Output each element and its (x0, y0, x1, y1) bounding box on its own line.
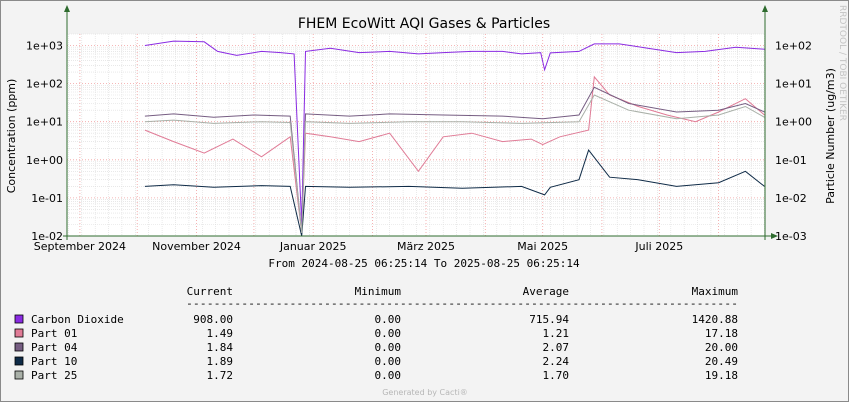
legend-value-current: 1.72 (207, 369, 234, 382)
legend-value-maximum: 19.18 (705, 369, 738, 382)
legend-value-average: 2.24 (543, 355, 570, 368)
y-axis-left-arrow (64, 5, 70, 12)
legend-row: Part 25 1.72 0.00 1.70 19.18 (14, 369, 738, 382)
legend-value-current: 908.00 (193, 313, 233, 326)
legend-value-current: 1.89 (207, 355, 234, 368)
legend-swatch (14, 314, 24, 324)
x-tick-label: September 2024 (34, 240, 126, 253)
legend-value-minimum: 0.00 (375, 355, 402, 368)
series-line-part-25 (144, 94, 765, 234)
series-line-part-10 (144, 149, 765, 237)
y-tick-label-right: 1e+00 (775, 116, 812, 129)
legend-swatch (14, 356, 24, 366)
legend-row: Part 01 1.49 0.00 1.21 17.18 (14, 327, 738, 340)
legend-value-maximum: 17.18 (705, 327, 738, 340)
legend-value-average: 2.07 (543, 341, 570, 354)
legend-row: Part 10 1.89 0.00 2.24 20.49 (14, 355, 738, 368)
legend-rows: Carbon Dioxide 908.00 0.00 715.94 1420.88Par… (14, 313, 738, 382)
y-axis-label-right: Particle Number (ug/m3) (824, 68, 837, 204)
y-axis-label-left: Concentration (ppm) (5, 79, 18, 194)
legend-value-minimum: 0.00 (375, 369, 402, 382)
x-tick-label: Januar 2025 (279, 240, 347, 253)
x-tick-label: Juli 2025 (634, 240, 683, 253)
y-tick-label-left: 1e+01 (26, 116, 63, 129)
legend-value-average: 1.70 (543, 369, 570, 382)
tick-labels: 1e+03 1e+02 1e+02 1e+01 1e+01 1e+00 1e+00 1e-01… (26, 40, 812, 254)
legend-swatch (14, 370, 24, 380)
legend-value-average: 715.94 (529, 313, 569, 326)
plot-canvas (67, 34, 765, 236)
legend-value-minimum: 0.00 (375, 327, 402, 340)
series-line-part-04 (144, 86, 765, 234)
y-tick-label-left: 1e+02 (26, 78, 63, 91)
legend-swatch (14, 328, 24, 338)
legend-header-minimum: Minimum (355, 285, 402, 298)
rrdtool-watermark: RRDTOOL / TOBI OETIKER (837, 5, 847, 121)
series-layer (144, 40, 765, 237)
legend-series-name: Part 25 (31, 369, 77, 382)
legend-swatch (14, 342, 24, 352)
legend-row: Carbon Dioxide 908.00 0.00 715.94 1420.88 (14, 313, 738, 326)
legend-header-maximum: Maximum (692, 285, 739, 298)
x-range-label: From 2024-08-25 06:25:14 To 2025-08-25 0… (268, 257, 580, 270)
legend-value-average: 1.21 (543, 327, 570, 340)
y-tick-label-right: 1e+02 (775, 40, 812, 53)
legend-series-name: Part 01 (31, 327, 77, 340)
chart-title: FHEM EcoWitt AQI Gases & Particles (298, 16, 550, 32)
legend-value-current: 1.49 (207, 327, 234, 340)
y-tick-label-right: 1e-01 (775, 154, 807, 167)
legend-series-name: Part 10 (31, 355, 77, 368)
legend-value-minimum: 0.00 (375, 313, 402, 326)
series-line-carbon-dioxide (144, 40, 765, 225)
y-tick-label-left: 1e+00 (26, 154, 63, 167)
x-tick-label: November 2024 (152, 240, 241, 253)
legend-value-maximum: 20.49 (705, 355, 738, 368)
legend-separator: ----------------------------------------… (186, 297, 738, 310)
legend-value-current: 1.84 (207, 341, 234, 354)
y-tick-label-right: 1e+01 (775, 78, 812, 91)
legend-series-name: Carbon Dioxide (31, 313, 124, 326)
legend-value-maximum: 20.00 (705, 341, 738, 354)
legend-value-minimum: 0.00 (375, 341, 402, 354)
series-line-part-01 (144, 75, 765, 234)
axes (63, 5, 778, 240)
legend-row: Part 04 1.84 0.00 2.07 20.00 (14, 341, 738, 354)
grid (67, 33, 765, 237)
x-tick-label: Mai 2025 (517, 240, 568, 253)
y-tick-label-left: 1e-01 (31, 192, 63, 205)
y-tick-label-right: 1e-03 (775, 230, 807, 243)
legend-series-name: Part 04 (31, 341, 78, 354)
legend-value-maximum: 1420.88 (692, 313, 738, 326)
y-tick-label-left: 1e-02 (31, 230, 63, 243)
x-axis-arrow (771, 233, 778, 239)
legend-header-average: Average (523, 285, 569, 298)
legend: Current Minimum Average Maximum --------… (14, 285, 739, 382)
y-tick-label-right: 1e-02 (775, 192, 807, 205)
y-axis-right-arrow (762, 5, 768, 12)
x-tick-label: März 2025 (397, 240, 455, 253)
y-tick-label-left: 1e+03 (26, 40, 63, 53)
footer-credit: Generated by Cacti® (382, 388, 468, 397)
legend-header-current: Current (187, 285, 233, 298)
